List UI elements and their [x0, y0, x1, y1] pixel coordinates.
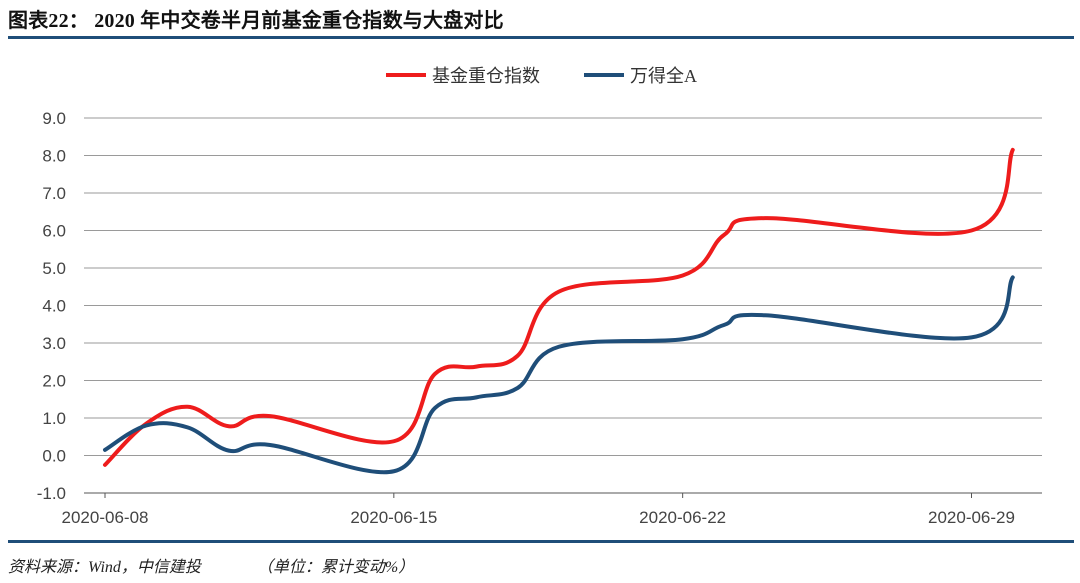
- y-tick-label: 0.0: [42, 447, 66, 466]
- y-tick-label: 1.0: [42, 409, 66, 428]
- y-tick-label: 7.0: [42, 184, 66, 203]
- gridlines: [84, 117, 1042, 494]
- bottom-rule: [8, 540, 1074, 543]
- legend: 基金重仓指数 万得全A: [386, 66, 697, 86]
- y-tick-label: 5.0: [42, 259, 66, 278]
- y-tick-label: 9.0: [42, 109, 66, 128]
- y-axis-tick-labels: -1.0 0.0 1.0 2.0 3.0 4.0 5.0 6.0 7.0 8.0 9.0: [37, 109, 66, 503]
- y-tick-label: 4.0: [42, 297, 66, 316]
- x-tick-label: 2020-06-08: [62, 508, 149, 527]
- x-tick-label: 2020-06-15: [350, 508, 437, 527]
- unit-note: （单位：累计变动%）: [256, 559, 415, 576]
- chart-title: 图表22： 2020 年中交卷半月前基金重仓指数与大盘对比: [8, 10, 504, 32]
- legend-label: 基金重仓指数: [432, 66, 540, 86]
- y-tick-label: -1.0: [37, 484, 66, 503]
- y-tick-label: 3.0: [42, 334, 66, 353]
- x-axis: 2020-06-08 2020-06-15 2020-06-22 2020-06-29: [62, 492, 1042, 527]
- y-tick-label: 2.0: [42, 372, 66, 391]
- series-line-wind: [103, 275, 1015, 475]
- y-tick-label: 8.0: [42, 147, 66, 166]
- series-lines: [103, 147, 1015, 475]
- source-note: 资料来源：Wind，中信建投: [8, 559, 201, 576]
- legend-label: 万得全A: [630, 66, 697, 86]
- x-tick-label: 2020-06-22: [639, 508, 726, 527]
- line-chart: -1.0 0.0 1.0 2.0 3.0 4.0 5.0 6.0 7.0 8.0 9.0 2020-…: [37, 66, 1042, 527]
- y-tick-label: 6.0: [42, 222, 66, 241]
- footer: 资料来源：Wind，中信建投 （单位：累计变动%）: [8, 553, 414, 577]
- top-rule: [8, 36, 1074, 39]
- series-line-fund: [103, 147, 1015, 467]
- x-tick-label: 2020-06-29: [928, 508, 1015, 527]
